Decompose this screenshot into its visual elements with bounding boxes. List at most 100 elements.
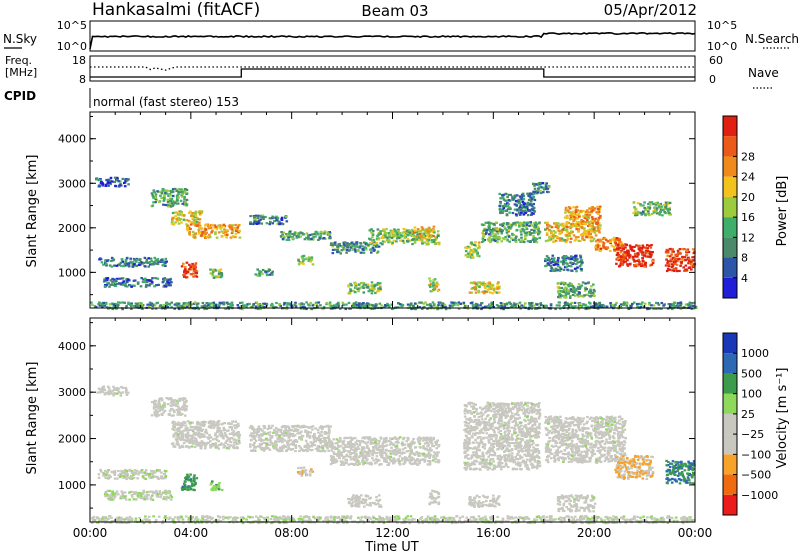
data-cell	[187, 479, 190, 482]
power-ylabel: Slant Range [km]	[25, 155, 40, 268]
data-cell	[500, 232, 504, 235]
data-cell	[580, 219, 583, 222]
data-cell	[641, 246, 645, 249]
data-cell	[105, 278, 109, 282]
data-cell	[668, 268, 671, 271]
data-cell	[578, 287, 582, 290]
data-cell	[104, 279, 107, 282]
data-cell	[185, 198, 189, 201]
data-cell	[204, 224, 207, 227]
data-cell	[530, 204, 533, 207]
data-cell	[303, 238, 307, 241]
data-cell	[268, 431, 272, 434]
data-cell	[172, 444, 176, 447]
data-cell	[634, 210, 637, 213]
data-cell	[140, 277, 143, 280]
data-cell	[533, 210, 537, 213]
data-cell	[200, 210, 204, 213]
data-cell	[176, 440, 179, 443]
data-cell	[124, 498, 128, 501]
data-cell	[643, 302, 647, 305]
data-cell	[137, 263, 141, 267]
data-cell	[571, 222, 574, 225]
data-cell	[120, 470, 124, 474]
data-cell	[408, 229, 412, 233]
data-cell	[301, 232, 304, 235]
data-cell	[295, 236, 299, 239]
scatter-region	[498, 192, 537, 217]
data-cell	[632, 211, 636, 215]
data-cell	[640, 303, 643, 306]
data-cell	[318, 426, 322, 429]
data-cell	[112, 258, 116, 261]
data-cell	[477, 291, 481, 294]
data-cell	[176, 423, 179, 426]
data-cell	[197, 210, 201, 213]
data-cell	[133, 263, 136, 266]
data-cell	[451, 304, 455, 307]
data-cell	[682, 266, 685, 269]
data-cell	[234, 432, 238, 435]
data-cell	[500, 240, 503, 243]
data-cell	[564, 241, 568, 244]
data-cell	[591, 209, 595, 212]
data-cell	[256, 307, 260, 311]
data-cell	[530, 228, 533, 231]
data-cell	[397, 302, 400, 305]
data-cell	[347, 285, 350, 288]
data-cell	[549, 264, 553, 267]
data-cell	[175, 302, 178, 305]
data-cell	[542, 188, 546, 191]
data-cell	[156, 301, 159, 304]
data-cell	[648, 264, 652, 267]
data-cell	[501, 237, 505, 240]
data-cell	[671, 248, 674, 251]
data-cell	[138, 471, 141, 474]
data-cell	[513, 222, 516, 225]
data-cell	[119, 497, 122, 500]
data-cell	[551, 268, 555, 271]
data-cell	[163, 401, 166, 404]
data-cell	[425, 232, 429, 235]
data-cell	[408, 306, 411, 309]
data-cell	[294, 304, 297, 307]
data-cell	[168, 202, 172, 205]
data-cell	[470, 291, 473, 294]
data-cell	[596, 245, 600, 248]
data-cell	[190, 485, 194, 488]
data-cell	[158, 491, 161, 494]
data-cell	[138, 258, 142, 261]
data-cell	[391, 241, 394, 244]
data-cell	[158, 260, 161, 263]
data-cell	[532, 206, 536, 209]
data-cell	[572, 234, 576, 237]
data-cell	[255, 274, 259, 277]
data-cell	[567, 232, 571, 235]
data-cell	[499, 223, 502, 226]
data-cell	[191, 441, 194, 444]
data-cell	[520, 304, 523, 307]
data-cell	[172, 414, 175, 417]
data-cell	[633, 264, 636, 267]
data-cell	[559, 267, 563, 270]
data-cell	[256, 216, 260, 219]
data-cell	[257, 434, 261, 437]
data-cell	[160, 192, 164, 195]
data-cell	[112, 394, 115, 397]
data-cell	[214, 225, 218, 228]
data-cell	[564, 211, 567, 214]
data-cell	[212, 426, 216, 429]
data-cell	[616, 244, 620, 247]
data-cell	[528, 303, 531, 306]
data-cell	[429, 285, 432, 288]
data-cell	[239, 301, 242, 304]
data-cell	[145, 495, 149, 498]
data-cell	[565, 233, 569, 237]
data-cell	[555, 222, 559, 225]
data-cell	[103, 388, 106, 391]
data-cell	[580, 268, 583, 271]
data-cell	[117, 303, 120, 306]
data-cell	[635, 302, 639, 306]
data-cell	[644, 208, 647, 212]
data-cell	[584, 223, 587, 226]
